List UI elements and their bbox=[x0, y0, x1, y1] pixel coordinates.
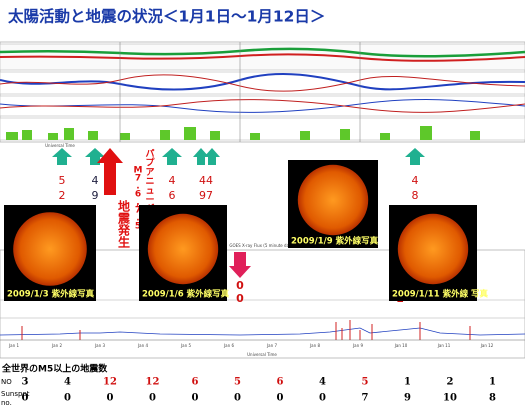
cell: 0 bbox=[192, 393, 199, 404]
cell: 0 bbox=[22, 393, 29, 404]
row-label: no. bbox=[1, 399, 12, 405]
note-char: 生 bbox=[118, 235, 130, 250]
cell: 0 bbox=[149, 393, 156, 404]
axis-label: Universal Time bbox=[45, 143, 75, 148]
count-bottom: 0 bbox=[236, 292, 244, 305]
note-char: ー bbox=[145, 196, 154, 206]
cell: 3 bbox=[22, 377, 29, 388]
cell: 0 bbox=[319, 393, 326, 404]
cell: 10 bbox=[443, 393, 457, 404]
sun bbox=[397, 213, 469, 285]
day-label: Jan 6 bbox=[223, 343, 234, 348]
cell: 6 bbox=[277, 377, 284, 388]
count-top: 5 bbox=[59, 174, 66, 187]
cell: 4 bbox=[319, 377, 326, 388]
count-bottom: 6 bbox=[169, 189, 176, 202]
note-line: M7.6,7.5 bbox=[134, 166, 143, 232]
count-top: 4 bbox=[92, 174, 99, 187]
note-char: . bbox=[136, 182, 139, 192]
cell: 5 bbox=[362, 377, 369, 388]
sun bbox=[297, 164, 369, 236]
row-label: NO bbox=[1, 378, 12, 386]
cell: 1 bbox=[489, 377, 496, 388]
photo-caption: 2009/1/9 紫外線写真 bbox=[291, 236, 379, 247]
note-char: 5 bbox=[135, 222, 141, 232]
day-label: Jan 5 bbox=[180, 343, 191, 348]
cell: 5 bbox=[234, 377, 241, 388]
note-char: ュ bbox=[145, 186, 154, 196]
note-char: プ bbox=[145, 157, 155, 169]
day-label: Jan 12 bbox=[480, 343, 494, 348]
cell: 0 bbox=[234, 393, 241, 404]
photo-caption: 2009/1/6 紫外線写真 bbox=[142, 289, 230, 300]
cell: 9 bbox=[404, 393, 411, 404]
count-top: 44 bbox=[199, 174, 213, 187]
title: 太陽活動と地震の状況＜1月1日～1月12日＞ bbox=[8, 7, 325, 26]
day-label: Jan 4 bbox=[137, 343, 148, 348]
photo-caption: 2009/1/11 紫外線 写真 bbox=[392, 289, 489, 300]
note-char: ニ bbox=[145, 177, 154, 187]
count-bottom: 8 bbox=[412, 189, 419, 202]
cell: 1 bbox=[404, 377, 411, 388]
note-char: ア bbox=[145, 167, 154, 178]
event-arrow bbox=[97, 148, 123, 195]
note-char: M bbox=[134, 166, 143, 176]
day-label: Jan 8 bbox=[309, 343, 320, 348]
cell: 0 bbox=[277, 393, 284, 404]
plot-title: GOES X-ray Flux (5 minute data) bbox=[229, 243, 295, 248]
day-label: Jan 1 bbox=[8, 343, 19, 348]
upper-plot: Universal Time bbox=[0, 41, 525, 148]
cell: 2 bbox=[447, 377, 454, 388]
cell: 8 bbox=[489, 393, 496, 404]
note-char: 7 bbox=[135, 206, 141, 216]
note-char: パ bbox=[145, 148, 154, 160]
axis-label: Universal Time bbox=[247, 352, 277, 357]
count-bottom: 9 bbox=[92, 189, 99, 202]
count-bottom: 97 bbox=[199, 189, 213, 202]
cell: 0 bbox=[64, 393, 71, 404]
note-char: 発 bbox=[117, 223, 131, 238]
note-char: 6 bbox=[135, 190, 141, 200]
note-char: 震 bbox=[118, 212, 131, 226]
photo-caption: 2009/1/3 紫外線写真 bbox=[7, 289, 95, 300]
count-top: 4 bbox=[169, 174, 176, 187]
day-label: Jan 10 bbox=[394, 343, 408, 348]
cell: 4 bbox=[64, 377, 71, 388]
note-char: 地 bbox=[118, 199, 130, 214]
note-char: . bbox=[136, 214, 139, 224]
day-label: Jan 3 bbox=[94, 343, 105, 348]
day-label: Jan 9 bbox=[352, 343, 363, 348]
table-title: 全世界のM5以上の地震数 bbox=[1, 363, 108, 375]
xray-arrow bbox=[229, 252, 251, 278]
count-bottom: 2 bbox=[59, 189, 66, 202]
note-char: , bbox=[136, 198, 139, 208]
count-top: 0 bbox=[236, 279, 244, 292]
cell: 12 bbox=[146, 377, 160, 388]
note-char: 7 bbox=[135, 174, 141, 184]
cell: 7 bbox=[362, 393, 369, 404]
day-label: Jan 11 bbox=[437, 343, 451, 348]
day-label: Jan 7 bbox=[266, 343, 277, 348]
sun bbox=[147, 213, 219, 285]
sun bbox=[13, 212, 87, 286]
row-label: Sunspot bbox=[1, 390, 30, 398]
day-label: Jan 2 bbox=[51, 343, 62, 348]
cell: 0 bbox=[107, 393, 114, 404]
cell: 6 bbox=[192, 377, 199, 388]
count-top: 4 bbox=[412, 174, 419, 187]
cell: 12 bbox=[103, 377, 117, 388]
